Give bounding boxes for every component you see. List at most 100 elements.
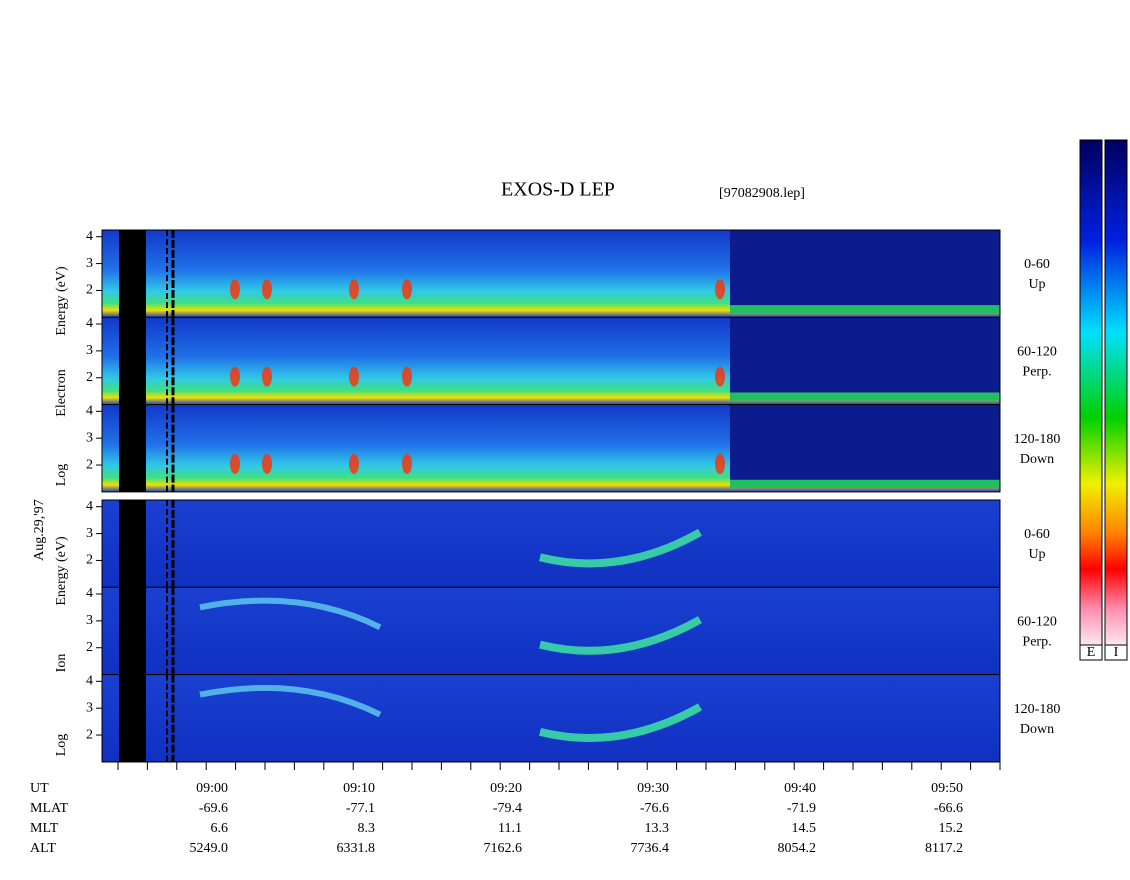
panel-label: 120-180: [1014, 702, 1061, 717]
panel-label: 60-120: [1017, 615, 1057, 630]
ephemeris-value: 8054.2: [778, 841, 817, 856]
ephemeris-label: UT: [30, 781, 49, 796]
colorbar-label: I: [1114, 645, 1119, 660]
spectrogram: [262, 366, 272, 387]
data-gap: [119, 404, 146, 492]
ephemeris-value: 8.3: [358, 821, 376, 836]
spectrogram: [349, 279, 359, 300]
spectrogram: [230, 453, 240, 474]
panel-frame: [101, 404, 1001, 493]
ephemeris-value: 09:30: [637, 781, 669, 796]
colorbar-box: [1104, 644, 1128, 661]
ephemeris-value: -66.6: [934, 801, 963, 816]
spectrogram: [730, 317, 1000, 393]
data-gap: [119, 317, 146, 405]
data-gap: [119, 674, 146, 762]
ephemeris-value: 6331.8: [337, 841, 376, 856]
panel-label: Up: [1028, 277, 1045, 292]
panel-label: 120-180: [1014, 432, 1061, 447]
spectrogram: [262, 279, 272, 300]
y-tick-label: 4: [86, 316, 93, 331]
spectrogram: [539, 703, 702, 743]
y-axis-label: Energy (eV): [54, 536, 69, 606]
y-axis-label: Electron: [54, 369, 69, 416]
y-tick-label: 4: [86, 499, 93, 514]
spectrogram: [199, 597, 382, 630]
colorbar-label: E: [1087, 645, 1096, 660]
ephemeris-value: 5249.0: [190, 841, 229, 856]
spectrogram: [730, 479, 1000, 488]
y-axis-label: Log: [54, 464, 69, 487]
ephemeris-label: MLT: [30, 821, 59, 836]
panel-label: Down: [1020, 452, 1054, 467]
y-tick-label: 3: [86, 613, 93, 628]
y-tick-label: 3: [86, 343, 93, 358]
panel-label: 0-60: [1024, 527, 1050, 542]
ephemeris-value: 15.2: [939, 821, 964, 836]
spectrogram: [715, 366, 725, 387]
spectrogram: [402, 366, 412, 387]
spectrogram: [199, 684, 382, 718]
y-tick-label: 4: [86, 586, 93, 601]
spectrogram: [730, 305, 1000, 314]
spectrogram: [730, 404, 1000, 480]
spectrogram: [230, 279, 240, 300]
y-tick-label: 2: [86, 640, 93, 655]
spectrogram: [715, 279, 725, 300]
y-tick-label: 3: [86, 700, 93, 715]
panel-label: Down: [1020, 722, 1054, 737]
ephemeris-value: 7162.6: [484, 841, 523, 856]
data-gap: [119, 500, 146, 588]
ephemeris-value: 09:00: [196, 781, 228, 796]
spectrogram: [102, 500, 1000, 588]
ephemeris-value: 09:10: [343, 781, 375, 796]
y-tick-label: 2: [86, 727, 93, 742]
colorbar-ion: [1104, 139, 1128, 646]
spectrogram: [539, 616, 702, 655]
ephemeris-value: 13.3: [645, 821, 670, 836]
y-tick-label: 3: [86, 526, 93, 541]
spectrogram: [349, 366, 359, 387]
ephemeris-value: 09:40: [784, 781, 816, 796]
ephemeris-value: -69.6: [199, 801, 228, 816]
spectrogram: [230, 366, 240, 387]
spectrogram: [539, 528, 702, 568]
y-tick-label: 2: [86, 283, 93, 298]
ephemeris-value: 8117.2: [925, 841, 963, 856]
ephemeris-label: ALT: [30, 841, 56, 856]
ephemeris-value: -77.1: [346, 801, 375, 816]
ephemeris-value: -71.9: [787, 801, 816, 816]
y-axis-label: Ion: [54, 654, 69, 673]
ephemeris-value: 14.5: [792, 821, 817, 836]
y-axis-label: Energy (eV): [54, 266, 69, 336]
y-tick-label: 4: [86, 229, 93, 244]
ephemeris-value: -79.4: [493, 801, 522, 816]
data-gap: [119, 230, 146, 318]
y-tick-label: 3: [86, 256, 93, 271]
y-tick-label: 2: [86, 370, 93, 385]
panel-label: Perp.: [1022, 365, 1051, 380]
file-name: [97082908.lep]: [719, 186, 805, 201]
panel-label: Up: [1028, 547, 1045, 562]
ephemeris-value: 6.6: [211, 821, 229, 836]
y-tick-label: 3: [86, 430, 93, 445]
spectrogram: [715, 453, 725, 474]
colorbar-electron: [1079, 139, 1103, 646]
panel-label: Perp.: [1022, 635, 1051, 650]
spectrogram: [730, 392, 1000, 401]
ephemeris-value: 7736.4: [631, 841, 670, 856]
y-tick-label: 2: [86, 553, 93, 568]
title: EXOS-D LEP: [501, 179, 615, 201]
colorbar-box: [1079, 644, 1103, 661]
ephemeris-value: 11.1: [498, 821, 522, 836]
y-tick-label: 2: [86, 457, 93, 472]
spectrogram: [402, 453, 412, 474]
ephemeris-value: 09:20: [490, 781, 522, 796]
spectrogram: [262, 453, 272, 474]
ephemeris-value: -76.6: [640, 801, 669, 816]
y-tick-label: 4: [86, 674, 93, 689]
data-gap: [119, 587, 146, 675]
ephemeris-label: MLAT: [30, 801, 69, 816]
panel-label: 60-120: [1017, 345, 1057, 360]
